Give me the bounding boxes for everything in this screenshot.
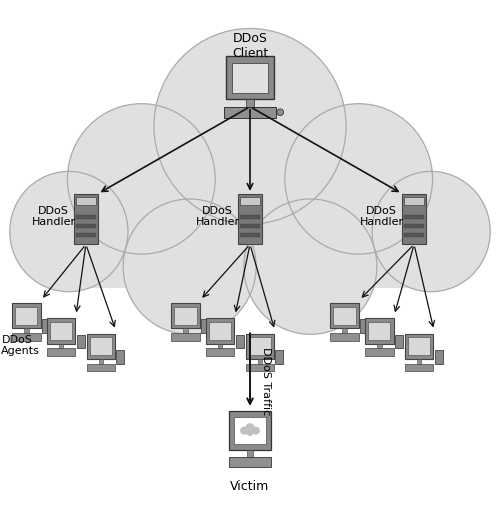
FancyBboxPatch shape (276, 350, 283, 363)
FancyBboxPatch shape (368, 322, 390, 340)
Text: DDoS
Handler: DDoS Handler (360, 206, 404, 228)
FancyBboxPatch shape (330, 303, 359, 328)
Circle shape (241, 428, 248, 434)
Text: DDoS
Handler: DDoS Handler (32, 206, 76, 228)
FancyBboxPatch shape (116, 350, 124, 363)
Bar (342, 328, 347, 333)
Bar (224, 107, 276, 118)
FancyBboxPatch shape (240, 197, 260, 205)
Bar (246, 363, 274, 371)
FancyBboxPatch shape (234, 417, 266, 444)
FancyBboxPatch shape (404, 334, 434, 359)
Circle shape (68, 104, 215, 254)
FancyBboxPatch shape (15, 307, 38, 325)
Bar (218, 344, 222, 349)
Bar (377, 344, 382, 349)
Bar (59, 344, 64, 349)
FancyBboxPatch shape (46, 319, 76, 344)
Bar (240, 223, 260, 228)
Bar (24, 328, 28, 333)
Bar (404, 214, 424, 218)
Bar (46, 349, 76, 356)
Bar (76, 223, 96, 228)
FancyBboxPatch shape (365, 319, 394, 344)
FancyBboxPatch shape (238, 194, 262, 244)
FancyBboxPatch shape (334, 307, 355, 325)
FancyBboxPatch shape (201, 320, 209, 333)
Bar (98, 359, 103, 363)
FancyBboxPatch shape (74, 194, 98, 244)
Bar (206, 349, 234, 356)
Bar (171, 333, 200, 341)
Bar (417, 359, 422, 363)
Bar (47, 214, 453, 288)
FancyBboxPatch shape (76, 334, 84, 349)
Text: DDoS
Client: DDoS Client (232, 32, 268, 60)
Bar (229, 457, 271, 467)
Bar (258, 359, 262, 363)
Bar (240, 233, 260, 237)
Bar (404, 223, 424, 228)
Circle shape (247, 429, 253, 435)
Bar (404, 233, 424, 237)
FancyBboxPatch shape (360, 320, 368, 333)
Circle shape (372, 172, 490, 292)
Bar (330, 333, 359, 341)
Circle shape (123, 199, 256, 334)
FancyBboxPatch shape (402, 194, 426, 244)
FancyBboxPatch shape (90, 337, 112, 355)
FancyBboxPatch shape (232, 63, 268, 93)
FancyBboxPatch shape (249, 337, 271, 355)
FancyBboxPatch shape (236, 334, 244, 349)
FancyBboxPatch shape (171, 303, 200, 328)
FancyBboxPatch shape (229, 411, 271, 450)
FancyBboxPatch shape (86, 334, 115, 359)
FancyBboxPatch shape (246, 334, 274, 359)
Circle shape (285, 104, 432, 254)
Circle shape (10, 172, 128, 292)
FancyBboxPatch shape (50, 322, 72, 340)
FancyBboxPatch shape (206, 319, 234, 344)
FancyBboxPatch shape (42, 320, 50, 333)
Text: DDoS
Agents: DDoS Agents (2, 335, 40, 356)
Bar (240, 214, 260, 218)
Bar (86, 363, 115, 371)
Bar (12, 333, 40, 341)
FancyBboxPatch shape (408, 337, 430, 355)
Circle shape (244, 199, 377, 334)
Bar (76, 214, 96, 218)
Text: Victim: Victim (230, 480, 270, 493)
FancyBboxPatch shape (12, 303, 40, 328)
Bar (365, 349, 394, 356)
FancyBboxPatch shape (394, 334, 403, 349)
Text: DDoS
Handler: DDoS Handler (196, 206, 240, 228)
Circle shape (252, 428, 259, 434)
FancyBboxPatch shape (209, 322, 232, 340)
FancyBboxPatch shape (174, 307, 197, 325)
Bar (76, 233, 96, 237)
Bar (183, 328, 188, 333)
FancyBboxPatch shape (404, 197, 424, 205)
Bar (404, 363, 434, 371)
Circle shape (154, 29, 346, 224)
Circle shape (246, 424, 254, 432)
Text: DDoS Traffic: DDoS Traffic (261, 347, 271, 415)
FancyBboxPatch shape (76, 197, 96, 205)
Bar (246, 99, 254, 107)
FancyBboxPatch shape (226, 56, 274, 99)
FancyBboxPatch shape (434, 350, 442, 363)
Bar (247, 450, 253, 457)
Circle shape (277, 109, 283, 116)
